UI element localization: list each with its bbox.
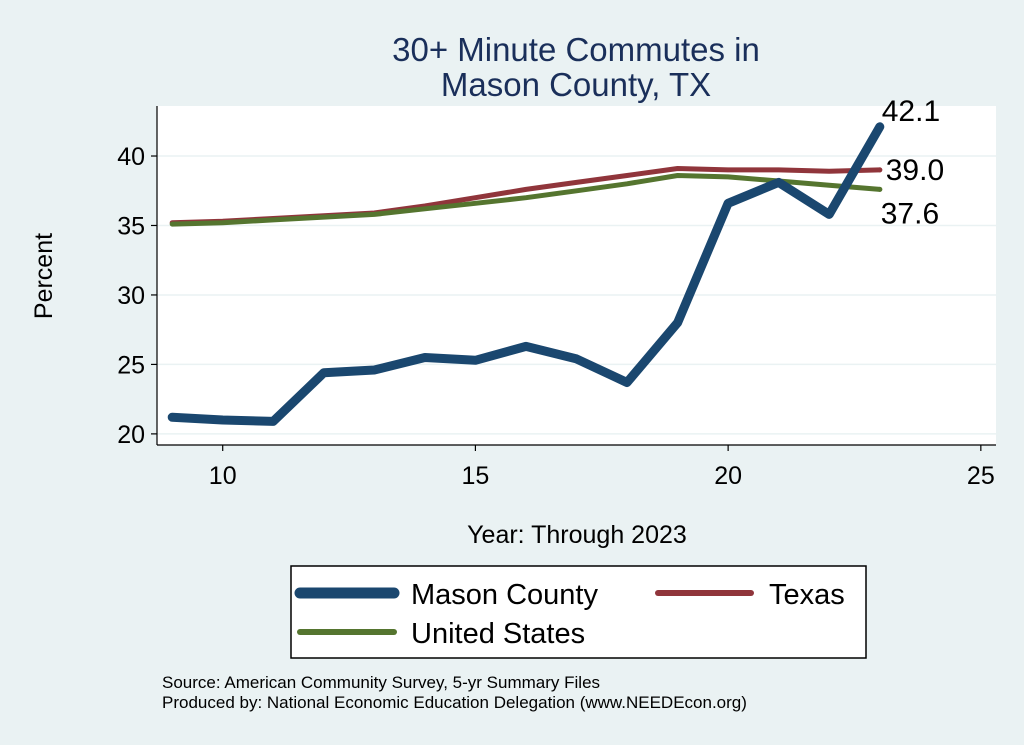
end-point-mason-county: [877, 124, 883, 130]
chart-title-line-1: 30+ Minute Commutes in: [392, 31, 760, 68]
series-line-united-states: [169, 173, 883, 227]
series-line-mason-county: [167, 122, 885, 426]
legend: Mason County Texas United States: [290, 565, 867, 659]
plot-area: [157, 106, 996, 445]
end-label-mason-county: 42.1: [882, 95, 940, 128]
legend-label-united-states: United States: [411, 618, 585, 650]
y-tick-label-35: 35: [117, 212, 145, 240]
end-point-texas: [877, 167, 883, 173]
y-tick-label-25: 25: [117, 351, 145, 379]
source-note: Source: American Community Survey, 5-yr …: [162, 673, 600, 692]
producer-note: Produced by: National Economic Education…: [162, 693, 747, 712]
x-tick-label-25: 25: [967, 462, 995, 490]
chart-title-line-2: Mason County, TX: [441, 66, 711, 103]
x-axis-label: Year: Through 2023: [467, 521, 687, 549]
y-tick-label-20: 20: [117, 421, 145, 449]
legend-label-mason-county: Mason County: [411, 579, 598, 611]
end-label-united-states: 37.6: [881, 197, 939, 230]
y-axis-label: Percent: [30, 233, 58, 319]
x-tick-label-15: 15: [462, 462, 490, 490]
end-point-united-states: [877, 186, 883, 192]
x-tick-label-20: 20: [714, 462, 742, 490]
legend-label-texas: Texas: [769, 579, 845, 611]
y-tick-label-30: 30: [117, 282, 145, 310]
end-label-texas: 39.0: [886, 154, 944, 187]
y-tick-label-40: 40: [117, 143, 145, 171]
legend-box: [290, 565, 867, 659]
x-tick-label-10: 10: [209, 462, 237, 490]
